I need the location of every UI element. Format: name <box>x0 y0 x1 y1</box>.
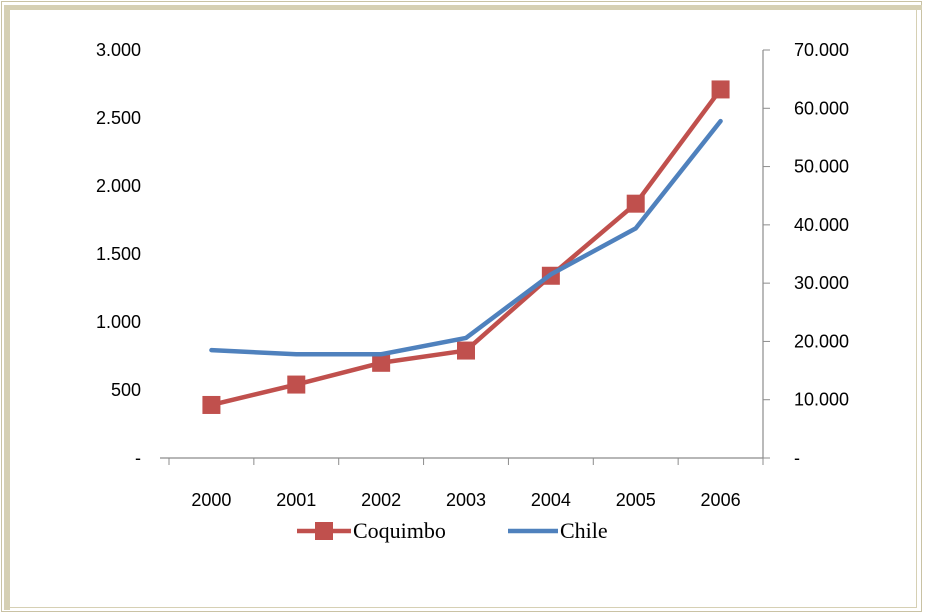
legend-label-chile: Chile <box>560 518 608 543</box>
right-axis-tick-label: 20.000 <box>794 331 849 351</box>
left-axis-tick-label: 1.500 <box>96 244 141 264</box>
data-point-coquimbo <box>626 194 645 213</box>
left-axis-tick-label: 500 <box>111 380 141 400</box>
left-axis-tick-label: 1.000 <box>96 312 141 332</box>
series-line-chile <box>209 118 723 357</box>
x-axis-tick-label: 2004 <box>531 490 571 510</box>
data-point-coquimbo <box>202 395 221 414</box>
right-axis-tick-label: 50.000 <box>794 157 849 177</box>
x-axis-tick-label: 2001 <box>276 490 316 510</box>
frame-border-top <box>4 5 922 10</box>
right-axis-tick-label: - <box>794 448 800 468</box>
data-point-coquimbo <box>287 375 306 394</box>
legend-label-coquimbo: Coquimbo <box>353 518 446 543</box>
x-axis-tick-label: 2002 <box>361 490 401 510</box>
left-axis-tick-label: 2.000 <box>96 176 141 196</box>
frame-border-bottom <box>10 607 917 608</box>
x-axis-tick-label: 2003 <box>446 490 486 510</box>
x-axis-tick-labels: 2000 2001 2002 2003 2004 2005 2006 <box>191 490 740 510</box>
chart-legend: Coquimbo Chile <box>297 518 608 543</box>
x-axis-tick-label: 2005 <box>616 490 656 510</box>
right-axis-tick-label: 10.000 <box>794 390 849 410</box>
left-axis-tick-labels: - 500 1.000 1.500 2.000 2.500 3.000 <box>96 40 141 468</box>
left-axis-tick-label: 2.500 <box>96 108 141 128</box>
x-axis-tick-label: 2006 <box>701 490 741 510</box>
left-axis-tick-label: - <box>135 448 141 468</box>
right-axis-tick-label: 70.000 <box>794 40 849 60</box>
x-axis-tick-label: 2000 <box>191 490 231 510</box>
legend-marker-coquimbo <box>315 522 333 540</box>
series-layer <box>202 80 730 414</box>
data-point-coquimbo <box>372 353 391 372</box>
right-axis-tick-labels: - 10.000 20.000 30.000 40.000 50.000 60.000 70.… <box>794 40 849 468</box>
frame-border-right <box>916 10 917 608</box>
right-axis-tick-label: 60.000 <box>794 98 849 118</box>
data-point-coquimbo <box>457 341 475 360</box>
right-axis-tick-label: 40.000 <box>794 215 849 235</box>
chart-axes <box>160 49 770 465</box>
left-axis-tick-label: 3.000 <box>96 40 141 60</box>
frame-border-left <box>4 5 10 610</box>
right-axis-tick-label: 30.000 <box>794 273 849 293</box>
data-point-coquimbo <box>711 80 730 99</box>
